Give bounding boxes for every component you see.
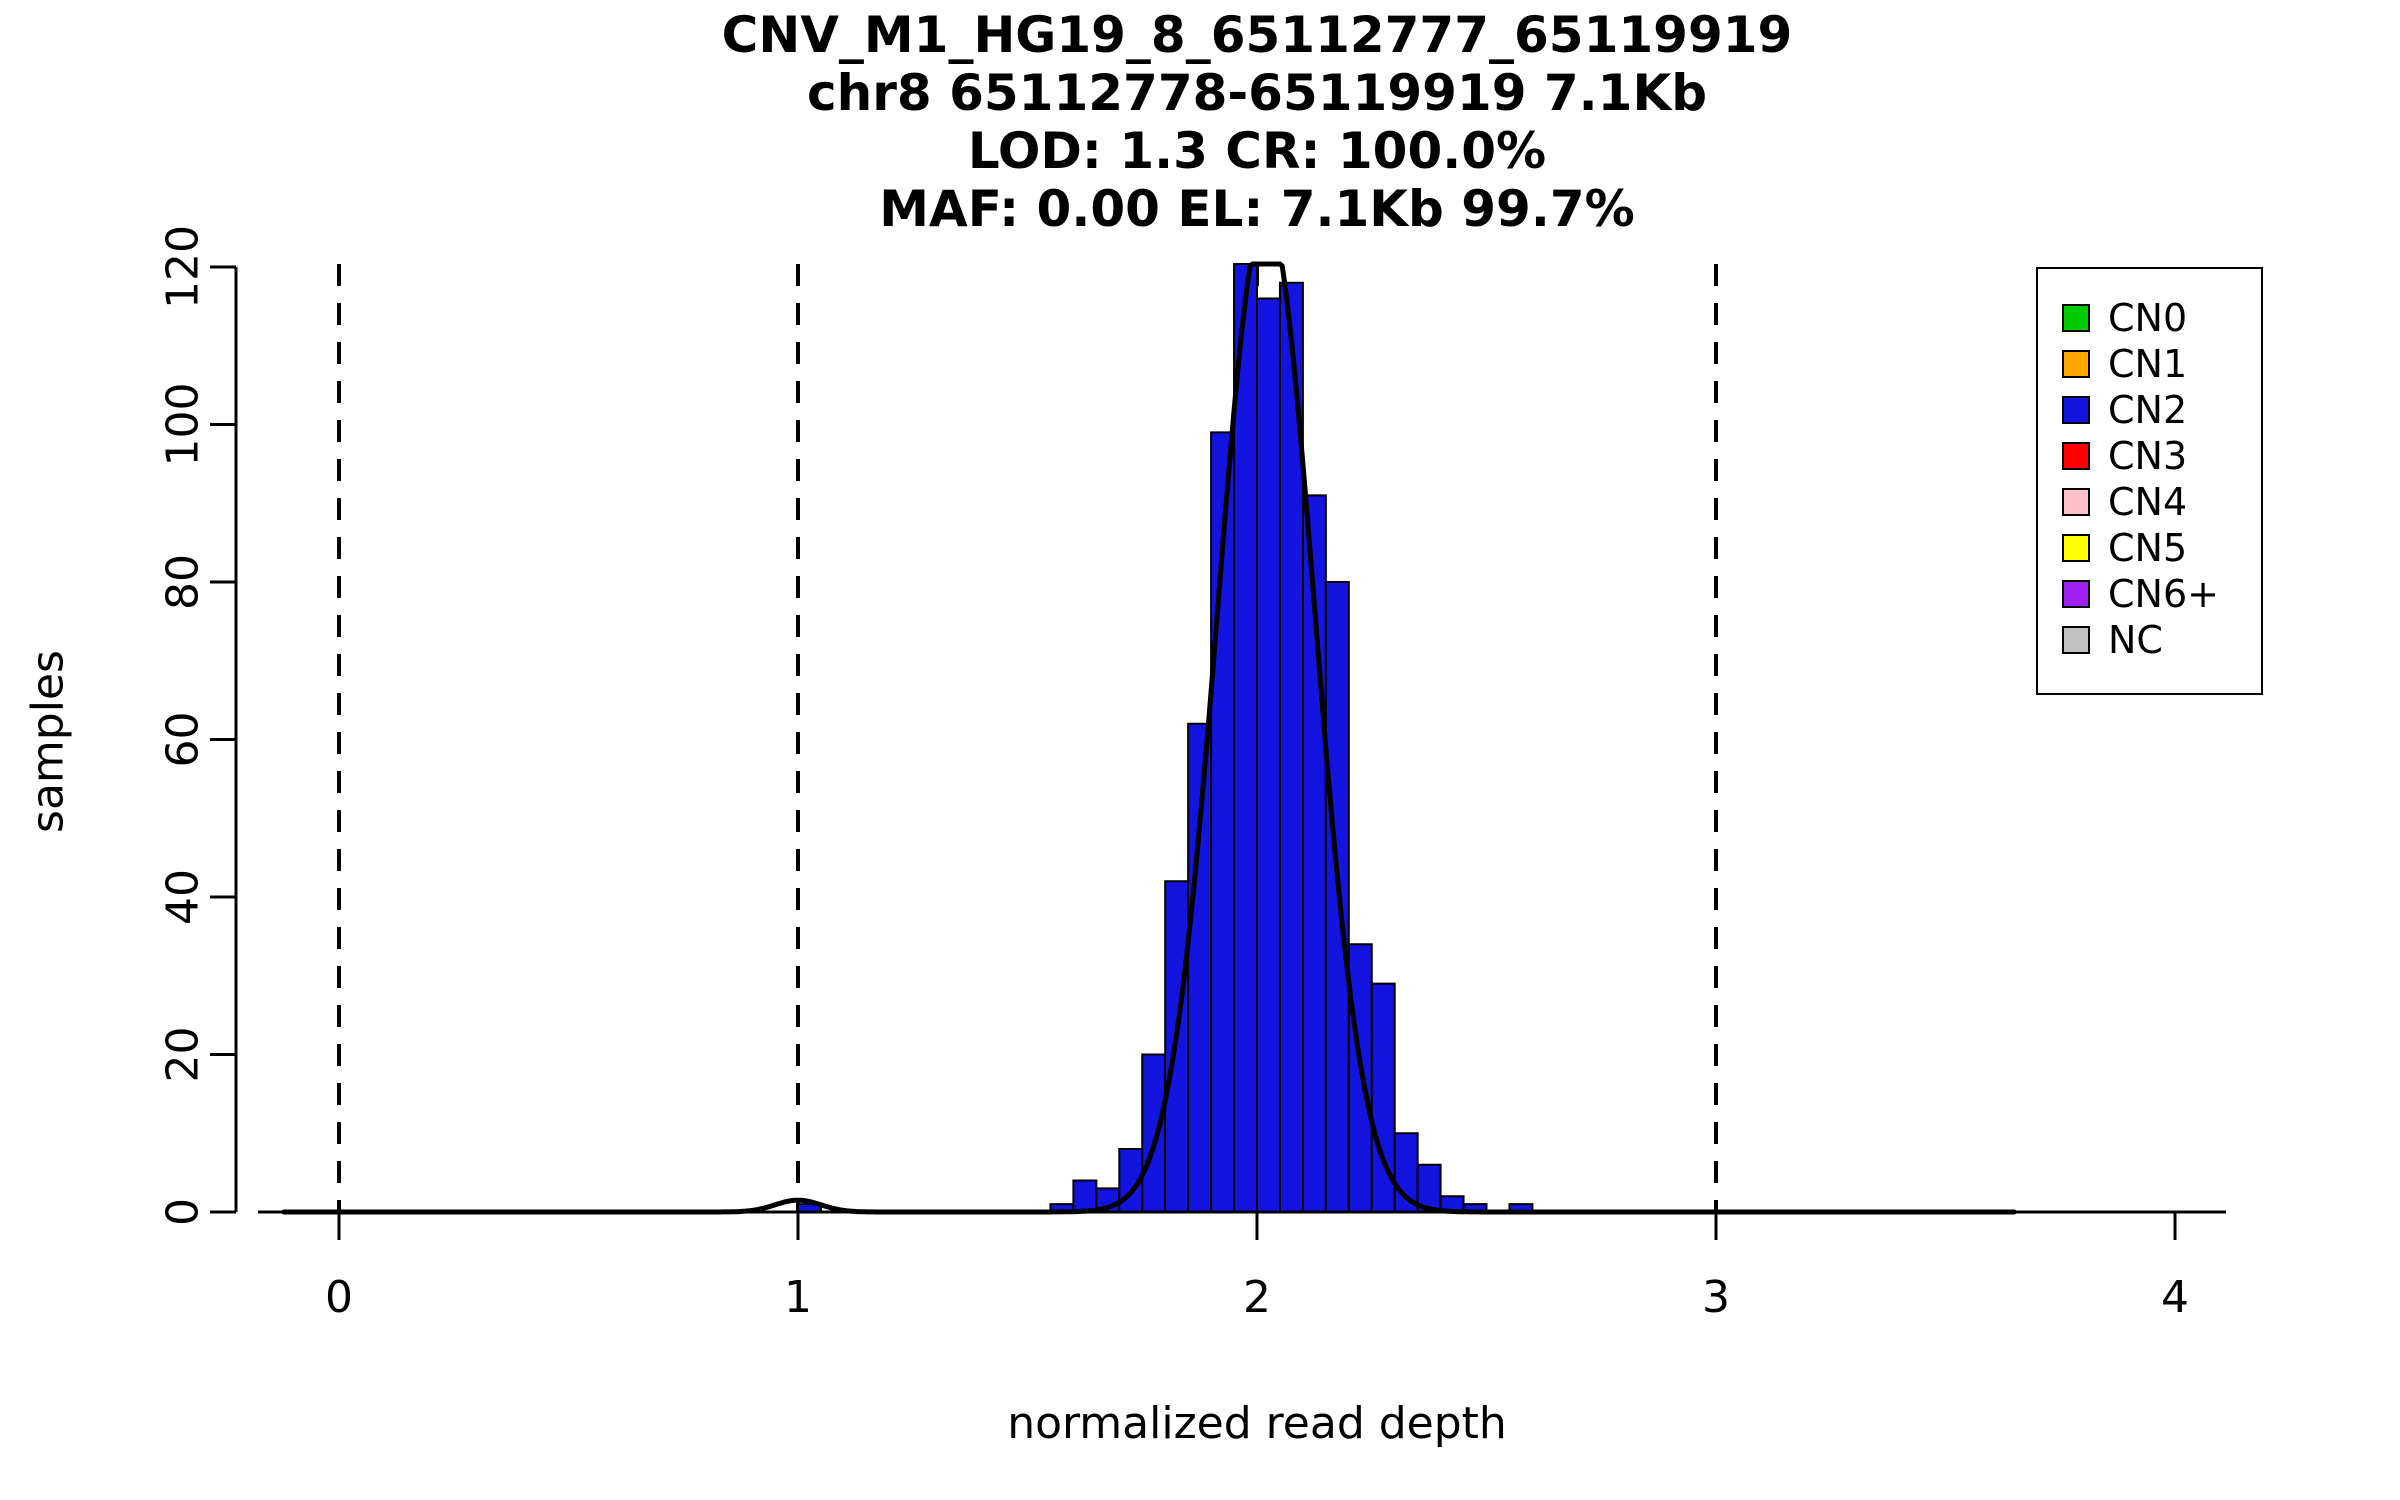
legend-swatch-cn0 — [2062, 304, 2090, 332]
x-tick-label: 4 — [2161, 1272, 2189, 1323]
chart-title: CNV_M1_HG19_8_65112777_65119919 chr8 651… — [157, 6, 2357, 238]
legend-label: CN3 — [2108, 434, 2188, 478]
legend-label: CN6+ — [2108, 572, 2219, 616]
histogram-bar — [1233, 263, 1259, 1213]
legend-swatch-cn4 — [2062, 488, 2090, 516]
legend-swatch-cn2 — [2062, 396, 2090, 424]
legend-swatch-cn3 — [2062, 442, 2090, 470]
y-tick-label: 80 — [157, 554, 208, 610]
x-tick-label: 3 — [1702, 1272, 1730, 1323]
histogram-bar — [1347, 943, 1373, 1213]
chart-title-line-4: MAF: 0.00 EL: 7.1Kb 99.7% — [879, 180, 1635, 238]
legend-label: CN0 — [2108, 296, 2188, 340]
y-axis-label: samples — [22, 650, 74, 833]
cn-guide-lines — [337, 264, 1718, 1212]
legend-label: NC — [2108, 618, 2163, 662]
y-tick-label: 20 — [157, 1027, 208, 1083]
legend-item: CN0 — [2062, 295, 2261, 341]
legend-item: CN1 — [2062, 341, 2261, 387]
legend-swatch-nc — [2062, 626, 2090, 654]
y-tick-label: 40 — [157, 869, 208, 925]
legend-label: CN2 — [2108, 388, 2188, 432]
legend-swatch-cn1 — [2062, 350, 2090, 378]
x-axis-label: normalized read depth — [1007, 1398, 1507, 1449]
chart-title-line-3: LOD: 1.3 CR: 100.0% — [967, 122, 1547, 180]
chart-title-line-2: chr8 65112778-65119919 7.1Kb — [807, 64, 1707, 122]
y-tick-label: 100 — [157, 383, 208, 467]
legend-item: CN3 — [2062, 433, 2261, 479]
y-tick-label: 60 — [157, 712, 208, 768]
legend-item: NC — [2062, 617, 2261, 663]
x-tick-label: 1 — [784, 1272, 812, 1323]
legend-item: CN5 — [2062, 525, 2261, 571]
y-tick-label: 120 — [157, 225, 208, 309]
legend-swatch-cn6plus — [2062, 580, 2090, 608]
x-tick-label: 0 — [325, 1272, 353, 1323]
histogram-bars — [797, 263, 1534, 1213]
x-axis: 0 1 2 3 4 — [258, 1210, 2226, 1323]
y-tick-label: 0 — [157, 1198, 208, 1226]
legend-label: CN5 — [2108, 526, 2188, 570]
x-tick-label: 2 — [1243, 1272, 1271, 1323]
legend-item: CN4 — [2062, 479, 2261, 525]
histogram-bar — [1187, 722, 1213, 1213]
legend-box: CN0 CN1 CN2 CN3 CN4 CN5 CN6+ NC — [2036, 267, 2263, 695]
histogram-bar — [1141, 1053, 1167, 1213]
legend-item: CN6+ — [2062, 571, 2261, 617]
y-axis: 0 20 40 60 80 100 120 — [157, 225, 238, 1226]
legend-label: CN1 — [2108, 342, 2188, 386]
histogram-bar — [1072, 1179, 1098, 1213]
histogram-bar — [1256, 297, 1281, 1213]
legend-swatch-cn5 — [2062, 534, 2090, 562]
chart-title-line-1: CNV_M1_HG19_8_65112777_65119919 — [721, 6, 1793, 64]
legend-item: CN2 — [2062, 387, 2261, 433]
legend-label: CN4 — [2108, 480, 2188, 524]
